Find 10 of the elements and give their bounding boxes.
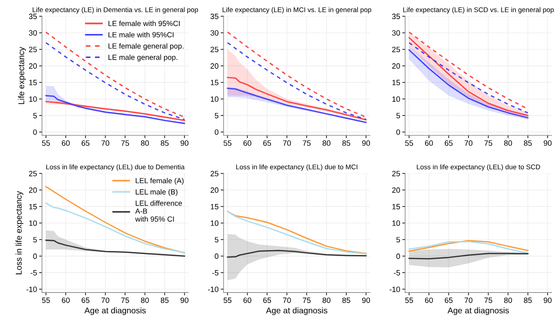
x-axis-title: Age at diagnosis (448, 307, 509, 316)
line-series (226, 250, 367, 258)
y-axis-title: Life expectancy (18, 46, 26, 104)
x-axis-title: Age at diagnosis (266, 307, 328, 316)
line-series (45, 95, 186, 124)
line-series (45, 240, 186, 257)
line-series (226, 210, 367, 254)
y-axis-title: Loss in life expectancy (16, 191, 24, 274)
x-axis-title: Age at diagnosis (84, 307, 146, 316)
line-series (45, 186, 186, 254)
